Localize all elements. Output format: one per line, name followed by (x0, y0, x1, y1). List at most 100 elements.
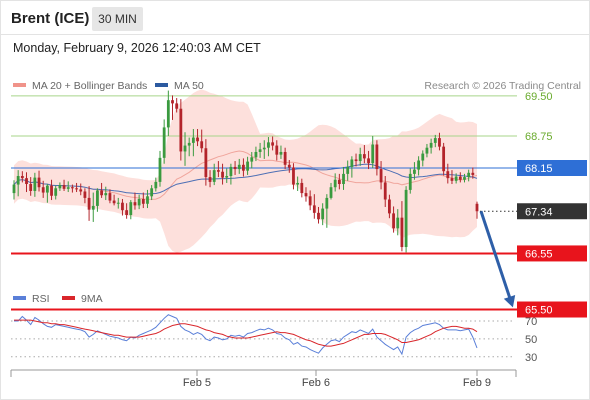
candle-body (312, 205, 316, 213)
candle (413, 162, 416, 180)
candle-body (271, 142, 275, 146)
candle-body (367, 158, 370, 164)
candle-body (212, 170, 216, 182)
candle (425, 143, 429, 158)
candle (358, 147, 362, 166)
candle (58, 182, 62, 191)
x-tick-label: Feb 9 (463, 377, 491, 389)
candle-body (83, 191, 87, 198)
candle-body (66, 187, 70, 189)
candle-body (463, 177, 466, 180)
candle (141, 192, 145, 209)
candle-body (137, 198, 141, 206)
candle (308, 190, 312, 211)
candle (258, 142, 262, 158)
candle (29, 177, 33, 196)
candle-body (191, 137, 195, 143)
candle (417, 156, 421, 176)
candle-body (279, 151, 283, 155)
candle-body (54, 188, 58, 196)
candle (438, 132, 441, 151)
candle-body (254, 151, 258, 158)
candle (162, 119, 166, 164)
candle-body (112, 200, 116, 204)
level-label-65.50: 65.50 (525, 305, 553, 317)
rsi-tick-50: 50 (525, 334, 537, 346)
rsi-swatch (13, 296, 26, 301)
candle-body (133, 202, 137, 206)
legend-ma20: MA 20 + Bollinger Bands (13, 80, 147, 92)
rsi-ma-line (14, 319, 478, 347)
projection-arrowhead (503, 295, 516, 308)
candle-body (166, 100, 170, 128)
candle-body (183, 145, 187, 152)
legend-ma50-label: MA 50 (174, 80, 204, 92)
candle (454, 173, 458, 184)
level-label-68.15: 68.15 (525, 163, 553, 175)
candle (446, 163, 450, 184)
candle (158, 150, 162, 187)
candle (175, 98, 179, 113)
candle-body (267, 142, 270, 148)
candle (458, 172, 462, 183)
candle (112, 194, 116, 206)
candle (287, 159, 291, 173)
candle (100, 182, 103, 198)
candle-body (396, 217, 400, 229)
candle (121, 198, 124, 216)
candle (183, 132, 187, 166)
candle-body (150, 188, 154, 197)
candle-body (458, 176, 462, 180)
candle (196, 129, 199, 147)
candle (271, 136, 275, 151)
candle-body (400, 217, 404, 248)
candle (375, 140, 379, 176)
candle-body (392, 213, 395, 229)
candle (262, 140, 266, 159)
candle-body (158, 157, 162, 182)
candle (96, 188, 99, 212)
candle-body (471, 172, 475, 175)
candle (12, 180, 16, 200)
level-label-67.34: 67.34 (525, 206, 553, 218)
candle (329, 182, 333, 200)
candle-body (262, 147, 266, 150)
candle (66, 181, 70, 193)
candle-body (16, 176, 20, 185)
candle (33, 172, 37, 197)
level-label-69.50: 69.50 (525, 91, 553, 103)
candle-body (221, 171, 224, 178)
candle (104, 186, 108, 201)
candle-body (216, 170, 220, 172)
candle (463, 173, 466, 183)
candle-body (58, 185, 62, 189)
candle-body (200, 141, 204, 149)
candle (362, 145, 366, 164)
candle (404, 186, 408, 253)
rsi-tick-70: 70 (525, 316, 537, 328)
level-box-67.34 (517, 203, 587, 220)
candle-body (300, 182, 304, 194)
candle-body (225, 176, 229, 178)
timeframe-button[interactable]: 30 MIN (92, 7, 143, 31)
candle (279, 145, 283, 159)
projection-arrow (479, 210, 514, 305)
candle-body (29, 184, 33, 191)
candle (25, 172, 28, 193)
candle-body (404, 189, 408, 248)
candle (166, 90, 170, 136)
candle (292, 163, 295, 190)
candle (204, 139, 208, 186)
rsi-ma-swatch (62, 296, 75, 301)
candle-body (175, 103, 179, 109)
candle-body (121, 202, 124, 211)
candle-body (96, 190, 99, 206)
candle-body (33, 177, 37, 191)
candle (442, 142, 446, 176)
candle-body (70, 187, 74, 189)
candle-body (141, 198, 145, 204)
candle (450, 170, 454, 185)
candle (45, 184, 49, 203)
candle (146, 189, 149, 209)
